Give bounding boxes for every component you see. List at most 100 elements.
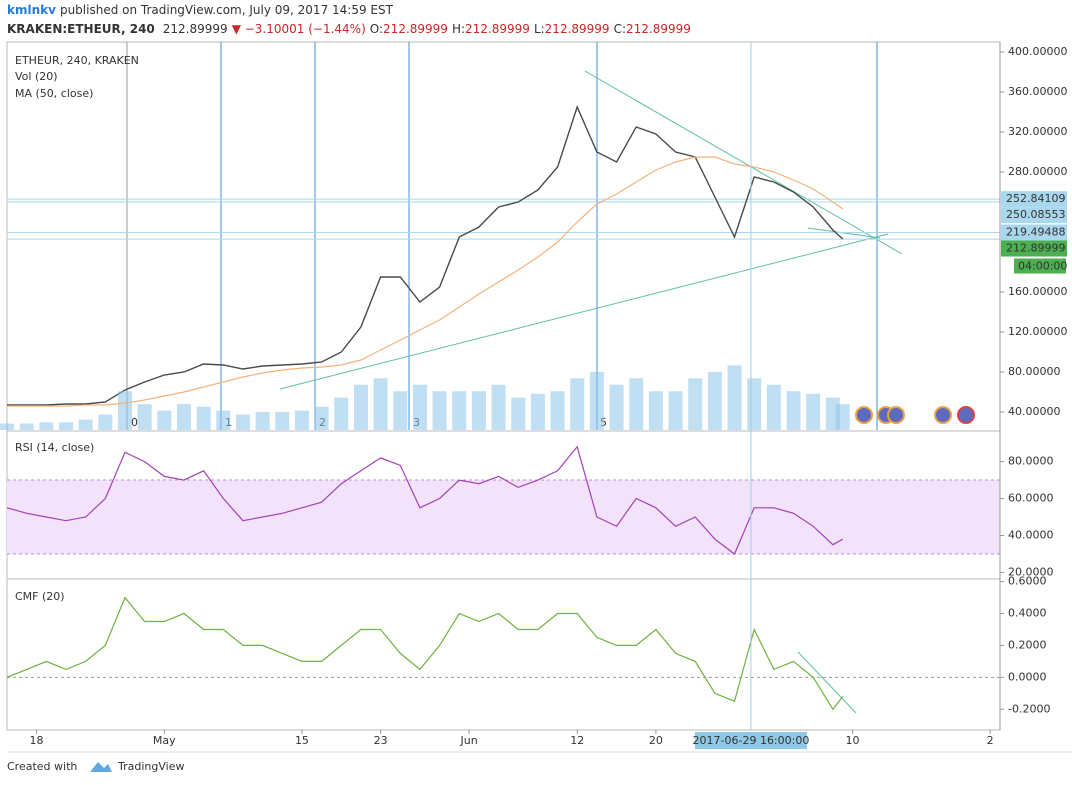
price-label: 252.84109 [1006, 192, 1066, 205]
volume-bar [589, 371, 604, 430]
y-tick-label: 0.6000 [1008, 575, 1047, 588]
series-line [7, 105, 844, 406]
symbol: KRAKEN:ETHEUR, 240 [7, 22, 155, 36]
volume-bar [511, 397, 526, 430]
x-tick-label: 23 [374, 734, 388, 747]
y-tick-label: 0.4000 [1008, 607, 1047, 620]
crosshair-label-bg [694, 732, 807, 749]
volume-bar [314, 406, 329, 430]
price-label: 212.89999 [1006, 242, 1066, 255]
x-tick-label: Jun [459, 734, 477, 747]
volume-bar [39, 422, 54, 430]
volume-bar [19, 423, 34, 430]
x-tick-label: 12 [570, 734, 584, 747]
volume-bar [334, 397, 349, 430]
legend-label: CMF (20) [15, 590, 65, 603]
volume-bar [157, 410, 172, 430]
ohlc-label: O: [370, 22, 383, 36]
ohlc-label: C: [614, 22, 626, 36]
volume-bar [452, 391, 467, 430]
y-tick-label: 280.00000 [1008, 165, 1068, 178]
volume-bar [275, 411, 290, 430]
volume-bar [707, 371, 722, 430]
footer-brand[interactable]: TradingView [117, 760, 184, 773]
volume-bar [353, 384, 368, 430]
countdown-bg [1014, 258, 1066, 274]
crosshair-label: 2017-06-29 16:00:00 [693, 734, 810, 747]
x-tick-label: May [153, 734, 176, 747]
y-tick-label: 320.00000 [1008, 125, 1068, 138]
price-label-bg [1001, 240, 1067, 257]
volume-bar [216, 410, 231, 430]
price-label-bg [1001, 207, 1067, 224]
trendline [797, 651, 857, 714]
author: kmlnkv [7, 3, 56, 17]
series-line [7, 156, 844, 407]
legend-label: RSI (14, close) [15, 441, 94, 454]
footer-text: Created with [7, 760, 77, 773]
legend-label: Vol (20) [15, 70, 58, 83]
y-tick-label: 120.00000 [1008, 325, 1068, 338]
volume-bar [432, 391, 447, 430]
volume-bar [471, 391, 486, 430]
volume-bar [835, 404, 850, 430]
volume-bar [648, 391, 663, 430]
volume-bar [393, 391, 408, 430]
event-icon [934, 406, 952, 424]
legend-label: MA (50, close) [15, 87, 93, 100]
volume-bar [235, 414, 250, 430]
y-tick-label: 40.0000 [1008, 528, 1054, 541]
y-tick-label: 80.0000 [1008, 455, 1054, 468]
volume-bar [294, 410, 309, 430]
price-label: 250.08553 [1006, 208, 1066, 221]
volume-bar [786, 391, 801, 430]
published: published on TradingView.com, July 09, 2… [60, 3, 394, 17]
ohlc-label: L: [534, 22, 545, 36]
volume-bar [668, 391, 683, 430]
change: ▼ −3.10001 (−1.44%) [232, 22, 366, 36]
x-tick-label: 18 [29, 734, 43, 747]
ohlc-value: 212.89999 [383, 22, 448, 36]
volume-bar [196, 406, 211, 430]
header: kmlnkv published on TradingView.com, July… [7, 3, 394, 17]
volume-bar [491, 384, 506, 430]
y-tick-label: 60.0000 [1008, 492, 1054, 505]
x-tick-label: 10 [846, 734, 860, 747]
volume-bar [98, 414, 113, 430]
x-tick-label: 15 [295, 734, 309, 747]
volume-bar [766, 384, 781, 430]
logo[interactable] [90, 762, 112, 772]
volume-bar [727, 365, 742, 430]
volume-bar [117, 391, 132, 430]
countdown: 04:00:00 [1018, 260, 1067, 273]
y-tick-label: 360.00000 [1008, 85, 1068, 98]
volume-bar [530, 393, 545, 430]
y-tick-label: 0.0000 [1008, 670, 1047, 683]
volume-bar [570, 378, 585, 430]
symbol-line: KRAKEN:ETHEUR, 240 212.89999 ▼ −3.10001 (−… [7, 22, 691, 36]
legend-label: ETHEUR, 240, KRAKEN [15, 54, 139, 67]
trendline [584, 70, 903, 255]
x-tick-label: 20 [649, 734, 663, 747]
price-label-bg [1001, 224, 1067, 241]
event-icon [957, 406, 975, 424]
y-tick-label: 160.00000 [1008, 285, 1068, 298]
ohlc-value: 212.89999 [545, 22, 610, 36]
volume-bar [78, 419, 93, 430]
volume-bar [137, 404, 152, 430]
ohlc-label: H: [452, 22, 465, 36]
volume-bar [688, 378, 703, 430]
rsi-band [7, 480, 1000, 554]
volume-bar [176, 404, 191, 430]
price-label: 219.49488 [1006, 226, 1066, 239]
event-icon [887, 406, 905, 424]
y-tick-label: 0.2000 [1008, 638, 1047, 651]
volume-bar [806, 393, 821, 430]
price-label-bg [1001, 191, 1067, 208]
series-line [6, 596, 844, 711]
event-icon [855, 406, 873, 424]
y-tick-label: -0.2000 [1008, 702, 1050, 715]
event-icons [855, 406, 975, 424]
